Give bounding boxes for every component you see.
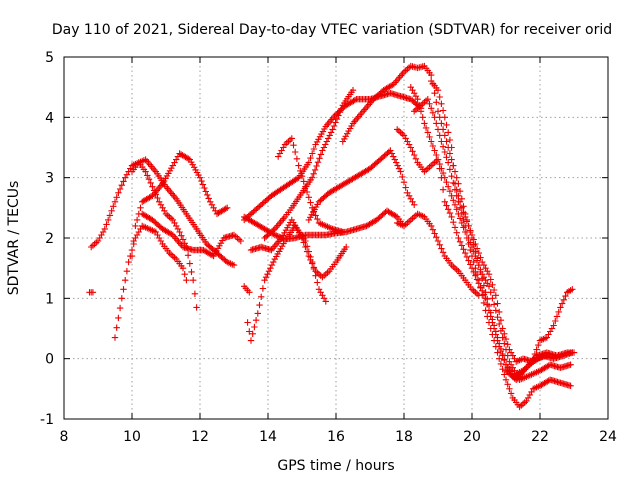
data-point-markers	[247, 216, 350, 281]
series-arc-4	[128, 150, 231, 260]
data-point-markers	[86, 289, 97, 296]
series-arc-17	[394, 126, 523, 380]
series-arc-6	[139, 210, 244, 260]
x-tick-label: 8	[60, 429, 69, 445]
data-point-markers	[394, 126, 523, 380]
x-tick-label: 10	[123, 429, 141, 445]
data-point-markers	[275, 135, 346, 236]
data-point-markers	[305, 147, 418, 224]
y-tick-label: 3	[45, 171, 54, 187]
data-point-markers	[241, 283, 253, 296]
x-tick-label: 22	[531, 429, 549, 445]
x-tick-label: 18	[395, 429, 413, 445]
y-tick-label: 1	[45, 291, 54, 307]
y-tick-label: 5	[45, 50, 54, 66]
series-arc-22	[502, 349, 578, 383]
y-tick-label: 2	[45, 231, 54, 247]
data-point-markers	[128, 150, 231, 260]
data-point-markers	[394, 210, 482, 299]
y-tick-label: 4	[45, 110, 54, 126]
x-tick-label: 24	[599, 429, 617, 445]
data-point-markers	[502, 349, 578, 383]
plot-frame	[63, 56, 609, 420]
y-axis: -1 0 1 2 3 4 5	[40, 50, 608, 428]
y-axis-label: SDTVAR / TECUs	[6, 181, 22, 296]
series-arc-1	[86, 289, 97, 296]
data-series	[86, 62, 578, 411]
series-arc-10	[247, 216, 350, 281]
series-arc-7	[241, 283, 253, 296]
y-tick-label: -1	[40, 412, 54, 428]
x-tick-label: 14	[259, 429, 277, 445]
chart-title: Day 110 of 2021, Sidereal Day-to-day VTE…	[52, 22, 612, 38]
series-arc-5	[128, 156, 238, 269]
data-point-markers	[139, 210, 244, 260]
series-arc-20	[394, 210, 482, 299]
x-tick-label: 12	[191, 429, 209, 445]
series-arc-14	[305, 147, 418, 224]
x-tick-label: 16	[327, 429, 345, 445]
data-point-markers	[128, 156, 238, 269]
x-axis-label: GPS time / hours	[277, 458, 394, 474]
y-tick-label: 0	[45, 352, 54, 368]
x-axis: 8 10 12 14 16 18 20 22 24	[60, 57, 617, 445]
x-tick-label: 20	[463, 429, 481, 445]
series-arc-13	[275, 135, 346, 236]
